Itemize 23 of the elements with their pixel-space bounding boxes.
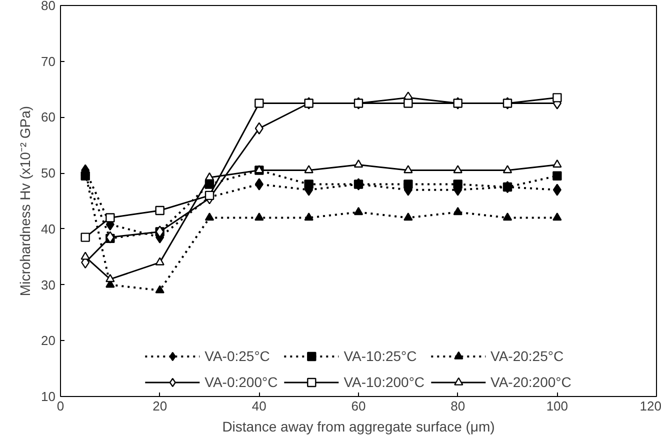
y-tick-label: 70: [41, 54, 56, 69]
y-tick-label: 50: [41, 166, 56, 181]
x-tick-label: 60: [351, 398, 366, 414]
x-tick-label: 80: [450, 398, 466, 414]
x-tick-label: 40: [252, 398, 266, 414]
x-tick-label: 20: [152, 398, 168, 414]
legend-label: VA-0:200°C: [204, 374, 278, 390]
y-tick-label: 80: [41, 0, 56, 13]
legend-label: VA-20:200°C: [490, 374, 572, 390]
legend-label: VA-0:25°C: [204, 348, 270, 364]
x-tick-label: 0: [56, 398, 64, 414]
x-axis-title: Distance away from aggregate surface (μm): [222, 418, 495, 434]
legend-label: VA-10:200°C: [344, 374, 425, 390]
legend-label: VA-20:25°C: [490, 348, 564, 364]
y-tick-label: 30: [41, 277, 56, 292]
y-tick-label: 60: [41, 110, 56, 125]
y-axis-title: Microhardness Hv (x10⁻² GPa): [17, 106, 34, 296]
y-tick-label: 40: [41, 221, 56, 236]
x-tick-label: 100: [546, 398, 568, 414]
y-tick-label: 10: [41, 389, 56, 404]
legend-label: VA-10:25°C: [344, 348, 417, 364]
y-tick-label: 20: [41, 333, 56, 348]
x-tick-label: 120: [640, 398, 661, 414]
